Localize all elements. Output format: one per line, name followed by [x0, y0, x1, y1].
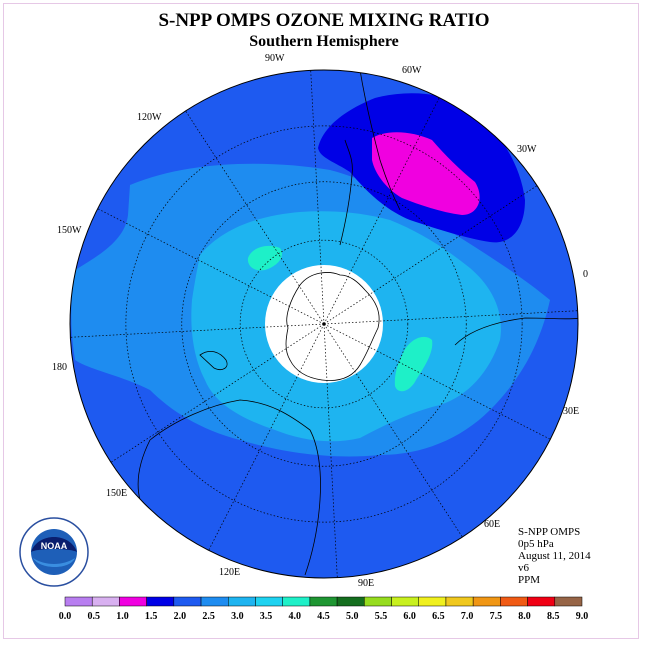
colorbar-tick-label: 7.5	[490, 611, 503, 622]
colorbar-swatch	[91, 596, 120, 607]
colorbar-swatch	[282, 596, 311, 607]
colorbar-swatch	[64, 596, 93, 607]
meridian-label-150w: 150W	[57, 225, 82, 236]
colorbar: 0.0 0.5 1.0 1.5 2.0 2.5 3.0 3.5 4.0 4.5 5.0 5.5 6.0 6…	[59, 596, 589, 622]
colorbar-swatch	[200, 596, 229, 607]
south-pole-marker	[322, 322, 326, 326]
colorbar-tick-label: 2.5	[202, 611, 215, 622]
australia-coast	[137, 399, 321, 576]
antarctica-coast	[285, 272, 380, 381]
info-instrument: S-NPP OMPS	[518, 526, 580, 538]
africa-coast	[454, 317, 578, 346]
info-block: S-NPP OMPS 0p5 hPa August 11, 2014 v6 PP…	[518, 526, 591, 586]
colorbar-swatch	[228, 596, 256, 607]
meridian-label-120e: 120E	[219, 567, 240, 578]
colorbar-tick-label: 4.5	[317, 611, 330, 622]
colorbar-swatch	[119, 596, 147, 607]
noaa-logo-wave	[33, 558, 75, 567]
latitude-circle	[125, 125, 523, 523]
colorbar-swatch	[364, 596, 392, 607]
meridian-label-150e: 150E	[106, 488, 127, 499]
meridian-label-30e: 30E	[563, 406, 579, 417]
meridian-label-90e: 90E	[358, 578, 374, 589]
meridian-label-90w: 90W	[265, 53, 285, 64]
colorbar-swatch	[146, 596, 175, 607]
meridian-line	[208, 323, 325, 551]
meridian-line	[97, 208, 325, 325]
meridian-label-120w: 120W	[137, 112, 162, 123]
meridian-line	[323, 185, 538, 325]
meridian-label-30w: 30W	[517, 144, 537, 155]
colorbar-swatch	[527, 596, 556, 607]
colorbar-swatch	[309, 596, 338, 607]
meridian-line	[323, 323, 463, 538]
info-version: v6	[518, 562, 530, 574]
south-america-coast	[339, 70, 401, 246]
colorbar-tick-label: 1.5	[145, 611, 158, 622]
field-level-1-0	[372, 132, 480, 215]
meridian-line	[70, 323, 325, 338]
colorbar-tick-label: 1.0	[116, 611, 129, 622]
colorbar-tick-label: 3.0	[231, 611, 244, 622]
colorbar-tick-label: 0.0	[59, 611, 72, 622]
meridian-line	[110, 323, 325, 463]
meridian-label-60w: 60W	[402, 65, 422, 76]
meridian-line	[310, 70, 325, 325]
colorbar-tick-label: 5.0	[346, 611, 359, 622]
meridian-line	[323, 323, 551, 440]
colorbar-tick-label: 7.0	[461, 611, 474, 622]
noaa-logo-disc	[31, 529, 77, 575]
graticule	[70, 70, 578, 578]
coastlines	[137, 70, 578, 576]
noaa-logo-text: NOAA	[41, 541, 68, 551]
field-max-east	[394, 336, 433, 392]
colorbar-tick-label: 8.5	[547, 611, 560, 622]
colorbar-tick-label: 4.0	[289, 611, 302, 622]
meridian-label-60e: 60E	[484, 519, 500, 530]
meridian-labels: 0 30E 60E 90E 120E 150E 180 150W 120W 90…	[52, 53, 588, 589]
colorbar-swatch	[472, 596, 501, 607]
colorbar-swatch	[255, 596, 283, 607]
meridian-line	[185, 110, 325, 325]
colorbar-swatch	[173, 596, 202, 607]
meridian-label-180: 180	[52, 362, 67, 373]
colorbar-tick-label: 6.5	[432, 611, 445, 622]
colorbar-tick-label: 3.5	[260, 611, 273, 622]
ozone-field	[70, 70, 578, 578]
info-level: 0p5 hPa	[518, 538, 554, 550]
new-zealand-coast	[199, 350, 228, 370]
globe-outline	[69, 69, 579, 579]
noaa-logo: NOAA	[19, 517, 89, 587]
info-units: PPM	[518, 574, 540, 586]
meridian-line	[323, 97, 440, 325]
latitude-circle	[181, 181, 467, 467]
chart-title: S-NPP OMPS OZONE MIXING RATIO	[158, 10, 489, 31]
meridian-line	[323, 323, 338, 578]
meridian-line	[323, 310, 578, 325]
colorbar-swatch	[418, 596, 447, 607]
colorbar-swatch	[500, 596, 528, 607]
colorbar-tick-label: 6.0	[403, 611, 416, 622]
chart-subtitle: Southern Hemisphere	[249, 33, 398, 50]
colorbar-tick-label: 9.0	[576, 611, 589, 622]
colorbar-tick-label: 5.5	[375, 611, 388, 622]
colorbar-swatch	[391, 596, 419, 607]
colorbar-tick-label: 8.0	[518, 611, 531, 622]
field-max-west	[247, 245, 283, 271]
meridian-label-0: 0	[583, 269, 588, 280]
colorbar-swatch	[445, 596, 474, 607]
figure-frame	[3, 3, 639, 639]
colorbar-tick-label: 2.0	[174, 611, 187, 622]
colorbar-swatch	[554, 596, 583, 607]
colorbar-swatch	[336, 596, 365, 607]
noaa-logo-bird	[31, 537, 77, 552]
info-date: August 11, 2014	[518, 550, 591, 562]
colorbar-tick-label: 0.5	[87, 611, 100, 622]
latitude-circle	[239, 239, 409, 409]
